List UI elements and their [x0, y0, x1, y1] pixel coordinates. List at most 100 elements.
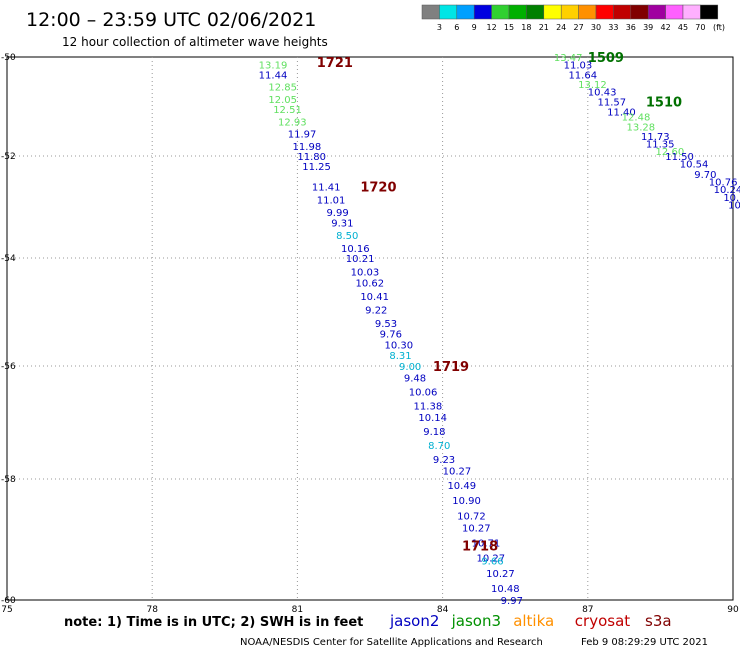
wave-height-reading: 8.70 [428, 441, 450, 452]
satellite-name: jason3 [451, 612, 501, 630]
wave-height-reading: 10.54 [680, 160, 709, 171]
wave-height-reading: 9.53 [375, 319, 397, 330]
wave-height-reading: 9.66 [481, 557, 503, 568]
wave-height-reading: 9.97 [501, 596, 523, 607]
wave-height-reading: 10.43 [588, 88, 617, 99]
track-pass-labels: 1721 1720 1719 1718 1509 1510 [317, 51, 682, 555]
wave-height-reading: 13.12 [578, 80, 607, 91]
legend-swatch [595, 4, 614, 20]
wave-height-reading: 12.51 [273, 105, 302, 116]
legend-swatch [508, 4, 527, 20]
wave-height-reading: 9.48 [404, 373, 426, 384]
wave-height-reading: 11.03 [564, 60, 593, 71]
map-frame [6, 56, 734, 601]
longitude-label: 75 [1, 605, 12, 615]
wave-height-reading: 10.24 [714, 185, 740, 196]
legend-bin-label: 12 [487, 23, 497, 32]
legend-bin-label: 24 [556, 23, 566, 32]
wave-height-reading: 9.23 [433, 455, 455, 466]
legend-swatch [439, 4, 458, 20]
track-pass-label: 1720 [360, 181, 396, 196]
wave-height-reading: 12.05 [268, 95, 297, 106]
latitude-label: -60 [1, 596, 16, 606]
longitude-label: 87 [582, 605, 593, 615]
legend-swatch [543, 4, 562, 20]
legend-swatch [456, 4, 475, 20]
satellite-legend: jason2 jason3 altika cryosat s3a [389, 612, 672, 630]
wave-height-reading: 11.98 [293, 142, 322, 153]
longitude-labels: 75 78 81 84 87 90 [1, 605, 739, 615]
wave-height-reading: 12.48 [622, 112, 651, 123]
wave-height-reading: 12.60 [656, 147, 685, 158]
satellite-name: cryosat [575, 612, 630, 630]
legend-bin-label: 70 [695, 23, 705, 32]
wave-height-reading: 12.85 [268, 83, 297, 94]
track-pass-label: 1510 [646, 96, 682, 111]
track-pass-label: 1721 [317, 56, 353, 71]
legend-bin-label: 33 [608, 23, 618, 32]
legend-bin-label: 42 [661, 23, 671, 32]
latitude-labels: -50 -52 -54 -56 -58 -60 [1, 53, 16, 606]
wave-height-reading: 10.41 [360, 292, 389, 303]
wave-height-reading: 10.90 [452, 496, 481, 507]
wave-height-reading: 10 [728, 200, 740, 211]
wave-height-reading: 13.19 [259, 60, 288, 71]
map-gridlines [7, 57, 733, 600]
legend-bin-label: 9 [472, 23, 477, 32]
wave-height-reading: 9.70 [694, 170, 716, 181]
legend-bin-label: 21 [539, 23, 549, 32]
track-pass-label: 1718 [462, 540, 498, 555]
wave-height-reading: 10.14 [418, 413, 447, 424]
wave-height-reading: 13.28 [627, 122, 656, 133]
latitude-label: -52 [1, 152, 16, 162]
legend-bin-label: 18 [521, 23, 531, 32]
latitude-label: -56 [1, 362, 16, 372]
wave-height-reading: 10.27 [462, 523, 491, 534]
legend-swatch [578, 4, 597, 20]
legend-bin-label: 27 [574, 23, 584, 32]
footer-timestamp: Feb 9 08:29:29 UTC 2021 [581, 637, 708, 648]
wave-height-reading: 10.27 [476, 554, 505, 565]
wave-height-reading: 11.57 [597, 98, 626, 109]
longitude-label: 90 [727, 605, 739, 615]
track-pass-label: 1719 [433, 360, 469, 375]
footer-credit: NOAA/NESDIS Center for Satellite Applica… [240, 637, 543, 648]
wave-height-reading: 10.27 [723, 193, 740, 204]
legend-swatch [560, 4, 579, 20]
wave-height-reading: 10.72 [457, 511, 486, 522]
legend-bin-label: 30 [591, 23, 601, 32]
latitude-label: -50 [1, 53, 16, 63]
wave-height-reading: 11.35 [646, 140, 675, 151]
legend-swatch [473, 4, 492, 20]
track-pass-label: 1509 [588, 51, 624, 66]
wave-height-reading: 13.47 [554, 53, 583, 64]
wave-height-reading: 8.31 [389, 351, 411, 362]
wave-height-reading: 11.25 [302, 162, 331, 173]
legend-swatch [682, 4, 701, 20]
wave-height-color-scale: 3 6 9 12 15 18 21 24 27 30 33 36 39 42 45 70 [421, 4, 719, 32]
page-subtitle: 12 hour collection of altimeter wave hei… [62, 35, 328, 49]
legend-unit: (ft) [713, 23, 725, 32]
longitude-label: 78 [146, 605, 158, 615]
wave-height-reading: 11.38 [414, 402, 443, 413]
legend-swatch [491, 4, 510, 20]
legend-swatch [613, 4, 632, 20]
wave-height-reading: 11.41 [312, 183, 341, 194]
wave-height-reading: 9.99 [326, 208, 348, 219]
wave-height-reading: 11.40 [607, 107, 636, 118]
wave-height-reading: 11.44 [259, 70, 288, 81]
longitude-label: 84 [437, 605, 449, 615]
wave-height-reading: 9.00 [399, 362, 421, 373]
page-title: 12:00 – 23:59 UTC 02/06/2021 [26, 9, 316, 31]
wave-height-reading: 10.49 [447, 481, 476, 492]
latitude-label: -58 [1, 475, 16, 485]
legend-swatch [700, 4, 719, 20]
legend-swatch [647, 4, 666, 20]
footer-note: note: 1) Time is in UTC; 2) SWH is in fe… [64, 615, 363, 630]
map-area: 75 78 81 84 87 90 -50-52-54-56-58-60 13.1911.… [1, 51, 740, 615]
wave-height-reading: 9.22 [365, 305, 387, 316]
longitude-label: 81 [292, 605, 303, 615]
latitude-label: -54 [1, 254, 16, 264]
wave-height-reading: 10.21 [346, 254, 375, 265]
